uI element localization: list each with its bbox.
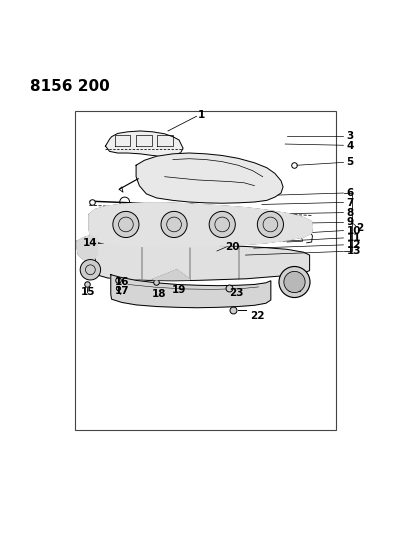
Text: 14: 14 — [83, 238, 98, 248]
Polygon shape — [77, 236, 97, 262]
Text: 15: 15 — [81, 287, 95, 297]
Circle shape — [257, 212, 284, 238]
Polygon shape — [152, 270, 190, 280]
Text: 17: 17 — [115, 286, 129, 296]
Circle shape — [80, 260, 101, 280]
Polygon shape — [95, 242, 309, 281]
Text: 4: 4 — [346, 141, 354, 151]
Text: 10: 10 — [346, 225, 361, 236]
Text: 9: 9 — [346, 217, 353, 228]
Text: 18: 18 — [152, 289, 166, 299]
Circle shape — [161, 212, 187, 238]
Text: 16: 16 — [115, 277, 129, 287]
Text: 21: 21 — [287, 284, 302, 294]
Circle shape — [279, 266, 310, 297]
Polygon shape — [106, 131, 183, 156]
Text: 1: 1 — [197, 110, 205, 120]
Text: 20: 20 — [225, 242, 240, 252]
Text: 11: 11 — [346, 233, 361, 243]
Text: 19: 19 — [172, 285, 187, 295]
Polygon shape — [136, 153, 283, 203]
Polygon shape — [111, 274, 271, 308]
Text: 8: 8 — [346, 208, 353, 219]
Text: 22: 22 — [250, 311, 265, 321]
Text: 2: 2 — [356, 223, 364, 233]
Polygon shape — [89, 203, 312, 247]
Text: 3: 3 — [346, 131, 353, 141]
Text: 23: 23 — [229, 288, 244, 298]
Text: 5: 5 — [346, 157, 353, 167]
Text: 8156 200: 8156 200 — [30, 79, 110, 94]
Bar — [75, 111, 336, 430]
Text: 12: 12 — [346, 240, 361, 250]
Circle shape — [209, 212, 236, 238]
Text: 13: 13 — [346, 246, 361, 256]
Text: 7: 7 — [346, 198, 354, 208]
Circle shape — [284, 271, 305, 293]
Text: 6: 6 — [346, 188, 353, 198]
Circle shape — [113, 212, 139, 238]
